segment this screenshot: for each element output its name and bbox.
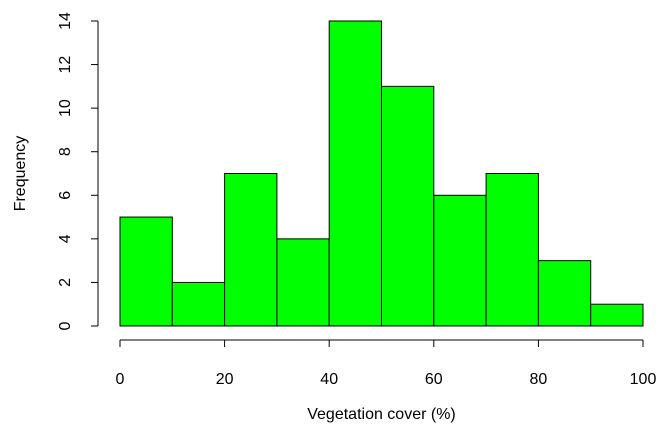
x-tick-label: 0: [116, 371, 125, 388]
histogram-bar: [433, 194, 487, 327]
y-tick-label: 14: [57, 12, 74, 30]
y-tick-label: 10: [57, 99, 74, 117]
x-tick-label: 80: [530, 371, 548, 388]
histogram-bar: [590, 303, 644, 327]
histogram-bar: [485, 173, 539, 327]
x-tick-label: 100: [630, 371, 657, 388]
histogram-bar: [537, 260, 592, 327]
x-tick-label: 20: [216, 371, 234, 388]
y-tick-label: 2: [57, 278, 74, 287]
histogram-bar: [276, 238, 330, 327]
histogram-bar: [171, 281, 226, 327]
y-tick-label: 0: [57, 321, 74, 330]
y-tick-label: 6: [57, 191, 74, 200]
histogram-bar: [119, 216, 173, 327]
y-tick-label: 8: [57, 147, 74, 156]
y-axis: 0 2 4 6 8 10 12 14: [57, 12, 99, 330]
bars-group: [119, 20, 644, 327]
y-tick-label: 4: [57, 234, 74, 243]
histogram-bar: [328, 20, 383, 327]
y-tick-label: 12: [57, 56, 74, 74]
x-tick-label: 60: [425, 371, 443, 388]
histogram-bar: [224, 173, 278, 327]
x-tick-label: 40: [320, 371, 338, 388]
histogram-bar: [381, 85, 435, 327]
x-axis: 0 20 40 60 80 100: [116, 339, 657, 388]
y-axis-title: Frequency: [12, 136, 29, 212]
x-axis-title: Vegetation cover (%): [307, 406, 456, 423]
